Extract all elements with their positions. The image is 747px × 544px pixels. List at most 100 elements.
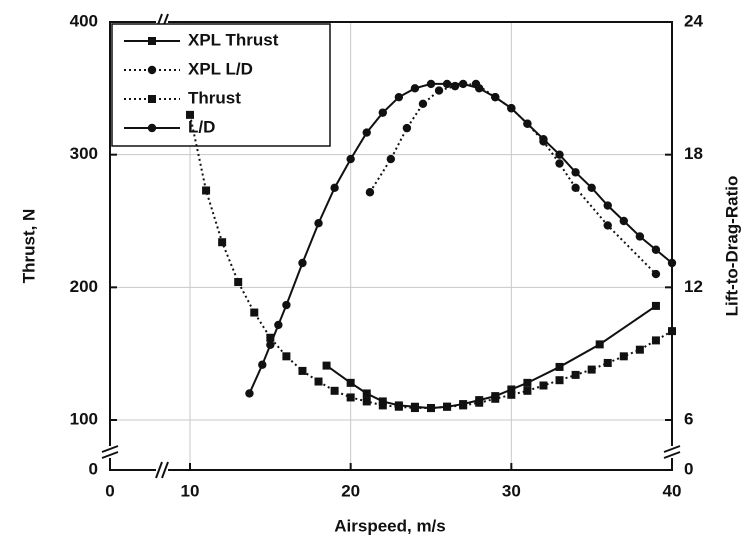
y-tick-label: 100 xyxy=(70,409,98,428)
legend-marker xyxy=(147,65,157,75)
point xyxy=(491,394,500,403)
point xyxy=(603,201,612,210)
point xyxy=(587,183,596,193)
y-axis-label: Thrust, N xyxy=(19,209,38,284)
legend-marker xyxy=(147,123,157,133)
point xyxy=(571,370,580,379)
point xyxy=(218,238,227,247)
point xyxy=(523,386,532,395)
point xyxy=(459,401,468,410)
point xyxy=(346,378,355,387)
point xyxy=(330,386,339,395)
point xyxy=(555,150,564,159)
point xyxy=(443,402,452,411)
point xyxy=(442,79,452,89)
legend-label: XPL Thrust xyxy=(188,30,279,49)
point xyxy=(362,389,371,398)
point xyxy=(266,340,275,350)
point xyxy=(410,84,420,93)
y2-axis-label: Lift-to-Drag-Ratio xyxy=(722,176,741,317)
point xyxy=(635,345,644,354)
point xyxy=(555,362,564,371)
point xyxy=(434,86,444,95)
point xyxy=(619,216,628,226)
point xyxy=(458,79,468,89)
point xyxy=(314,377,323,386)
x-tick-label: 10 xyxy=(181,481,200,500)
y2-tick-label: 12 xyxy=(684,277,703,296)
point xyxy=(507,390,516,399)
plot-frame xyxy=(109,21,673,471)
point xyxy=(298,258,307,268)
axis-break-gap xyxy=(102,446,118,458)
y-tick-label: 300 xyxy=(70,144,98,163)
point xyxy=(394,402,403,411)
point xyxy=(571,168,580,177)
point xyxy=(427,404,435,413)
axis-break xyxy=(155,461,163,479)
axis-break-gap xyxy=(664,446,680,458)
point xyxy=(418,99,428,109)
point xyxy=(378,401,387,410)
x-axis-label: Airspeed, m/s xyxy=(334,516,446,535)
point xyxy=(475,84,484,93)
axis-break xyxy=(101,451,119,459)
point xyxy=(491,92,500,102)
point xyxy=(426,79,436,89)
point xyxy=(410,404,419,413)
x-tick-label: 0 xyxy=(105,481,114,500)
axis-break xyxy=(663,451,681,459)
legend-marker xyxy=(148,95,156,103)
point xyxy=(402,123,412,133)
legend-label: XPL L/D xyxy=(188,59,253,78)
point xyxy=(314,219,323,228)
axis-break-gap xyxy=(156,462,168,478)
point xyxy=(250,308,259,317)
point xyxy=(603,358,612,367)
point xyxy=(362,128,371,137)
point xyxy=(587,365,596,374)
y-tick-label: 200 xyxy=(70,277,98,296)
point xyxy=(282,352,291,361)
point xyxy=(186,110,194,119)
y-tick-label: 400 xyxy=(70,11,98,30)
point xyxy=(365,188,375,197)
point xyxy=(555,159,564,168)
point xyxy=(571,183,580,193)
axis-break xyxy=(161,461,169,479)
point xyxy=(266,333,275,342)
point xyxy=(378,108,387,117)
point xyxy=(274,320,283,330)
point xyxy=(635,232,645,241)
point xyxy=(668,327,676,336)
point xyxy=(507,104,516,113)
axis-break xyxy=(101,445,119,453)
point xyxy=(539,134,548,144)
point xyxy=(330,183,339,193)
y2-tick-label: 6 xyxy=(684,409,693,428)
legend-label: Thrust xyxy=(188,88,241,107)
series-line xyxy=(325,305,657,410)
point xyxy=(539,381,548,390)
point xyxy=(362,397,371,406)
legend-label: L/D xyxy=(188,117,215,136)
y2-tick-label: 24 xyxy=(684,11,703,30)
point xyxy=(603,221,612,230)
x-tick-label: 40 xyxy=(663,481,682,500)
point xyxy=(475,398,484,407)
point xyxy=(651,245,661,254)
y2-tick-label: 0 xyxy=(684,459,693,478)
point xyxy=(258,360,267,369)
point xyxy=(595,340,604,349)
point xyxy=(523,378,532,387)
point xyxy=(245,389,254,398)
x-tick-label: 30 xyxy=(502,481,521,500)
point xyxy=(234,278,243,287)
point xyxy=(394,92,404,102)
point xyxy=(651,336,660,345)
point xyxy=(322,361,331,370)
legend-marker xyxy=(148,37,156,45)
axis-break xyxy=(663,445,681,453)
x-tick-label: 20 xyxy=(341,481,360,500)
